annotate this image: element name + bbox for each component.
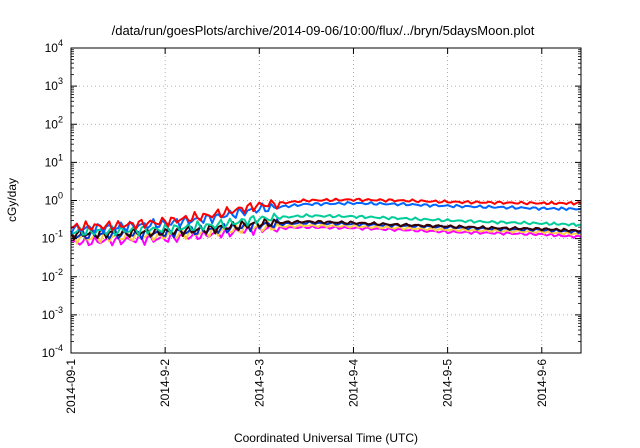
y-tick-label: 10-4: [42, 343, 63, 360]
series-line: [70, 201, 582, 235]
x-tick-label: 2014-9-2: [158, 359, 172, 407]
y-tick-label: 100: [45, 191, 63, 208]
y-tick-label: 101: [45, 152, 63, 169]
y-tick-label: 10-2: [42, 267, 63, 284]
y-tick-label: 10-1: [42, 229, 63, 246]
x-tick-label: 2014-9-3: [252, 359, 266, 407]
y-tick-label: 104: [45, 38, 63, 55]
series-line: [71, 212, 581, 237]
grid: [71, 48, 581, 353]
series-line: [70, 197, 582, 232]
series-group: [70, 197, 582, 247]
x-tick-label: 2014-9-5: [441, 359, 455, 407]
y-tick-label: 10-3: [42, 305, 63, 322]
x-axis: 2014-09-1 2014-9-2 2014-9-3 2014-9-4 2014-9-…: [64, 48, 549, 414]
y-axis-label: cGy/day: [5, 178, 19, 222]
y-axis: 10-4 10-3 10-2 10-1 100 101 102 103 104: [42, 38, 581, 360]
x-tick-label: 2014-9-6: [535, 359, 549, 407]
y-tick-label: 102: [45, 114, 63, 131]
y-tick-label: 103: [45, 76, 63, 93]
series-line: [70, 224, 582, 247]
chart-title: /data/run/goesPlots/archive/2014-09-06/1…: [112, 23, 535, 38]
series-line: [70, 220, 582, 245]
x-tick-label: 2014-09-1: [64, 359, 78, 414]
x-tick-label: 2014-9-4: [346, 359, 360, 407]
x-axis-label: Coordinated Universal Time (UTC): [234, 431, 418, 445]
